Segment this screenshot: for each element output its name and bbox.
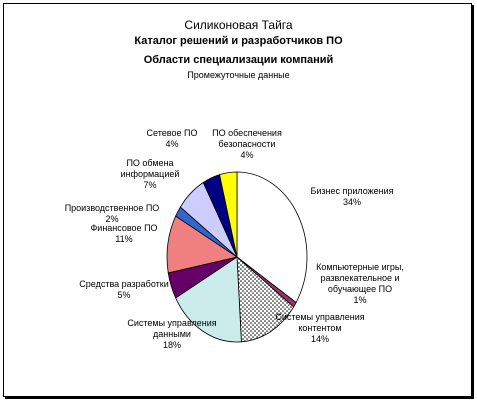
slice-name: ПО обеспечения безопасности (212, 128, 282, 149)
slice-value: 2% (105, 214, 119, 224)
slice-value: 5% (117, 290, 131, 300)
slice-name: Системы управления данными (127, 318, 217, 339)
slice-value: 34% (342, 197, 361, 207)
slice-label: Системы управления данными 18% (117, 318, 227, 351)
slice-label: ПО обмена информацией 7% (115, 158, 185, 191)
pie-slice (236, 256, 295, 343)
slice-value: 1% (353, 295, 367, 305)
frame (3, 3, 472, 397)
slice-value: 11% (115, 234, 133, 244)
slice-label: Производственное ПО 2% (57, 203, 167, 225)
slice-label: Компьютерные игры, развлекательное и обу… (310, 262, 410, 306)
pie-slice (219, 171, 238, 258)
slice-label: Системы управления контентом 14% (270, 312, 370, 345)
slice-name: Сетевое ПО (146, 128, 198, 138)
slice-name: Производственное ПО (64, 203, 160, 213)
slice-label: Средства разработки 5% (79, 279, 169, 301)
title: Силиконовая Тайга (184, 18, 293, 32)
slice-label: Сетевое ПО 4% (142, 128, 202, 150)
subtitle: Области специализации компаний (143, 54, 334, 66)
pie-slice (236, 171, 308, 304)
slice-label: Бизнес приложения 34% (307, 186, 397, 208)
slice-value: 14% (310, 334, 329, 344)
slice-value: 4% (165, 139, 179, 149)
slice-name: ПО обмена информацией (120, 158, 180, 179)
slice-name: Компьютерные игры, развлекательное и обу… (316, 262, 404, 294)
pie-slice (175, 256, 242, 343)
slice-value: 4% (240, 150, 254, 160)
slice-label: Финансовое ПО 11% (89, 223, 159, 245)
slice-name: Системы управления контентом (275, 312, 365, 333)
slice-value: 18% (162, 340, 181, 350)
slice-name: Бизнес приложения (310, 186, 394, 196)
slice-name: Средства разработки (79, 279, 169, 289)
subtitle: Каталог решений и разработчиков ПО (134, 35, 343, 47)
slice-label: ПО обеспечения безопасности 4% (202, 128, 292, 161)
note: Промежуточные данные (187, 70, 290, 80)
slice-name: Финансовое ПО (90, 223, 158, 233)
slice-value: 7% (143, 180, 157, 190)
